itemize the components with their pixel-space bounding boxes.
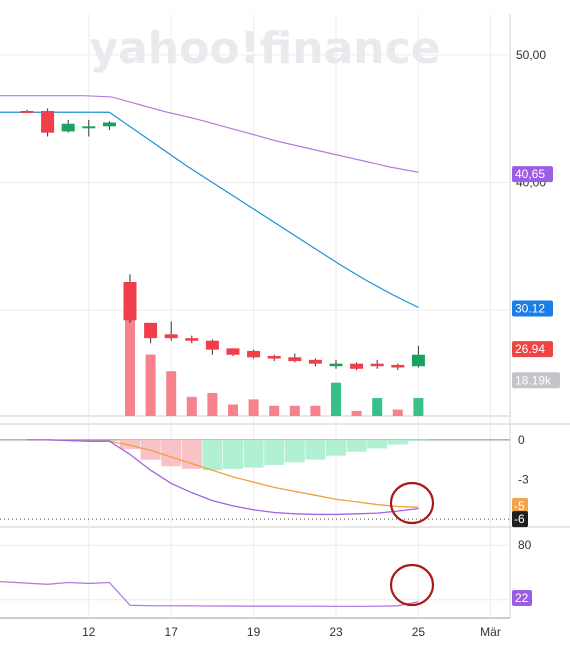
volume-bar — [207, 393, 217, 416]
candle-body — [350, 364, 363, 369]
macd-histogram-bar — [161, 440, 181, 466]
volume-bar — [269, 406, 279, 416]
candle-body — [288, 357, 301, 361]
macd-histogram-bar — [244, 440, 264, 468]
volume-bar — [187, 397, 197, 416]
volume-bar — [290, 406, 300, 416]
highlight-circle-rsi — [391, 565, 433, 605]
rsi-tick-label: 80 — [518, 538, 532, 552]
volume-bar — [372, 398, 382, 416]
macd-histogram-bar — [408, 440, 428, 441]
candle-body — [268, 356, 281, 359]
macd-histogram-bar — [326, 440, 346, 456]
candle-body — [165, 334, 178, 338]
candle-body — [21, 111, 34, 113]
macd-histogram-bar — [367, 440, 387, 449]
candle-body — [247, 351, 260, 357]
macd-tick-label: 0 — [518, 433, 525, 447]
volume-bar — [352, 411, 362, 416]
sma-long-line — [0, 96, 418, 173]
volume-bar — [393, 410, 403, 416]
watermark: yahoo!finance — [89, 23, 440, 74]
price-tag: 26.94 — [515, 342, 545, 356]
macd-histogram-bar — [223, 440, 243, 469]
highlight-circle-macd — [391, 483, 433, 523]
x-tick-label: 17 — [165, 625, 179, 639]
candle-body — [391, 365, 404, 368]
chart-frame — [0, 14, 570, 618]
candle-body — [185, 338, 198, 341]
macd-histogram-bar — [182, 440, 202, 469]
volume-bar — [413, 398, 423, 416]
macd-tag: -5 — [514, 499, 525, 513]
price-tags: 40,65 30.12 26.94 18.19k 0 -3 -5-6 80 22 — [512, 166, 560, 606]
volume-bars — [125, 288, 423, 416]
price-tag: 30.12 — [515, 302, 545, 316]
y-tick-label: 50,00 — [516, 48, 546, 62]
sma-short-line — [0, 112, 418, 307]
candle-body — [412, 355, 425, 366]
candle-body — [227, 348, 240, 354]
volume-bar — [249, 399, 259, 416]
candle-body — [103, 122, 116, 126]
x-tick-label: 19 — [247, 625, 261, 639]
rsi-panel — [0, 545, 510, 606]
macd-histogram-bar — [285, 440, 305, 462]
macd-histogram-bar — [388, 440, 408, 445]
price-tag: 18.19k — [515, 373, 552, 387]
price-tag: 40,65 — [515, 167, 545, 181]
volume-bar — [228, 404, 238, 416]
candle-body — [206, 341, 219, 350]
x-tick-label: 25 — [412, 625, 426, 639]
macd-histogram-bar — [347, 440, 367, 452]
candle-body — [371, 364, 384, 367]
rsi-tag: 22 — [515, 591, 529, 605]
x-tick-label: 12 — [82, 625, 96, 639]
candlesticks — [21, 108, 425, 370]
macd-histogram-bar — [264, 440, 284, 465]
volume-bar — [310, 406, 320, 416]
x-tick-label: Mär — [480, 625, 501, 639]
highlight-circles — [391, 483, 433, 605]
macd-tick-label: -3 — [518, 472, 529, 486]
macd-histogram-bar — [202, 440, 222, 470]
candle-body — [41, 111, 54, 133]
candle-body — [62, 124, 75, 132]
macd-tag: -6 — [514, 512, 525, 526]
candle-body — [144, 323, 157, 338]
x-tick-label: 23 — [329, 625, 343, 639]
rsi-line — [0, 582, 418, 607]
volume-bar — [166, 371, 176, 416]
volume-bar — [146, 355, 156, 416]
candle-body — [330, 364, 343, 367]
candle-body — [124, 282, 137, 320]
volume-bar — [331, 383, 341, 416]
candle-body — [82, 126, 95, 128]
macd-histogram-bar — [305, 440, 325, 460]
candle-body — [309, 360, 322, 364]
